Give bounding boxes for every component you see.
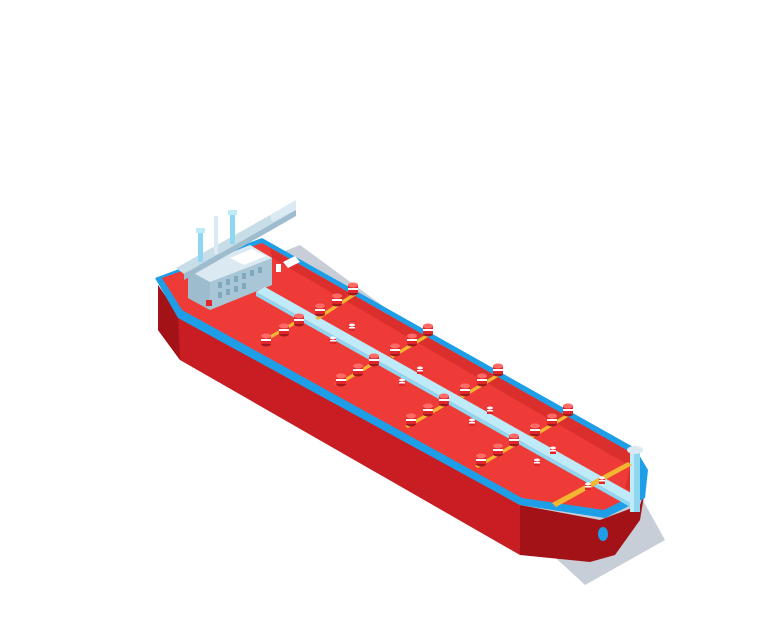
valve-group [405, 393, 449, 428]
valve-group [530, 403, 573, 438]
pipe-valve [330, 336, 336, 344]
valve-group [460, 363, 503, 398]
hull-bow [520, 490, 645, 562]
pipe-valve [349, 323, 355, 331]
pipe-valve [550, 446, 556, 454]
deck-inner-edge [270, 248, 640, 494]
bow-yellow-pipe [552, 462, 632, 507]
hull-side [158, 285, 520, 555]
pipe-valve [534, 458, 540, 466]
pipe-valve [585, 482, 591, 490]
valve-group [475, 433, 519, 468]
bow-mast [598, 446, 643, 541]
pipe-valve [599, 476, 605, 484]
valve-group [335, 353, 379, 387]
valve-group [315, 282, 358, 320]
hull-stern [158, 285, 180, 360]
pipe-valve [469, 418, 475, 426]
pipe-valve [487, 406, 493, 414]
bridge-superstructure [176, 200, 300, 310]
pipe-valve [417, 366, 423, 374]
valve-group [390, 323, 433, 358]
stern-marker [206, 300, 212, 306]
valve-groups [261, 282, 605, 490]
valve-group [261, 313, 304, 347]
pipe-valve [399, 378, 405, 386]
stern-marker [276, 264, 281, 272]
